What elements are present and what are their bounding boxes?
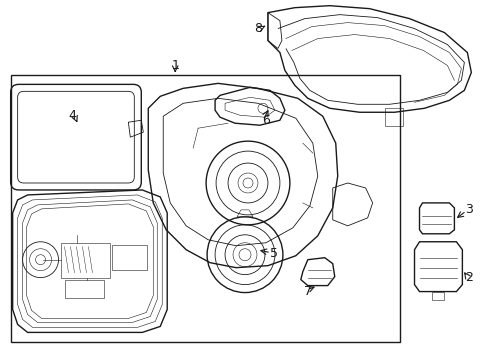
Text: 2: 2 [466,271,473,284]
Text: 8: 8 [254,22,262,35]
Bar [433,292,444,300]
Text: 1: 1 [172,59,179,72]
Bar [112,245,147,270]
Bar [65,280,104,298]
Bar [61,243,110,278]
Bar [385,108,403,126]
Text: 6: 6 [262,114,270,127]
Bar [11,75,399,342]
Text: 3: 3 [466,203,473,216]
Text: 4: 4 [69,109,76,122]
Text: 7: 7 [304,285,312,298]
Text: 5: 5 [270,247,278,260]
